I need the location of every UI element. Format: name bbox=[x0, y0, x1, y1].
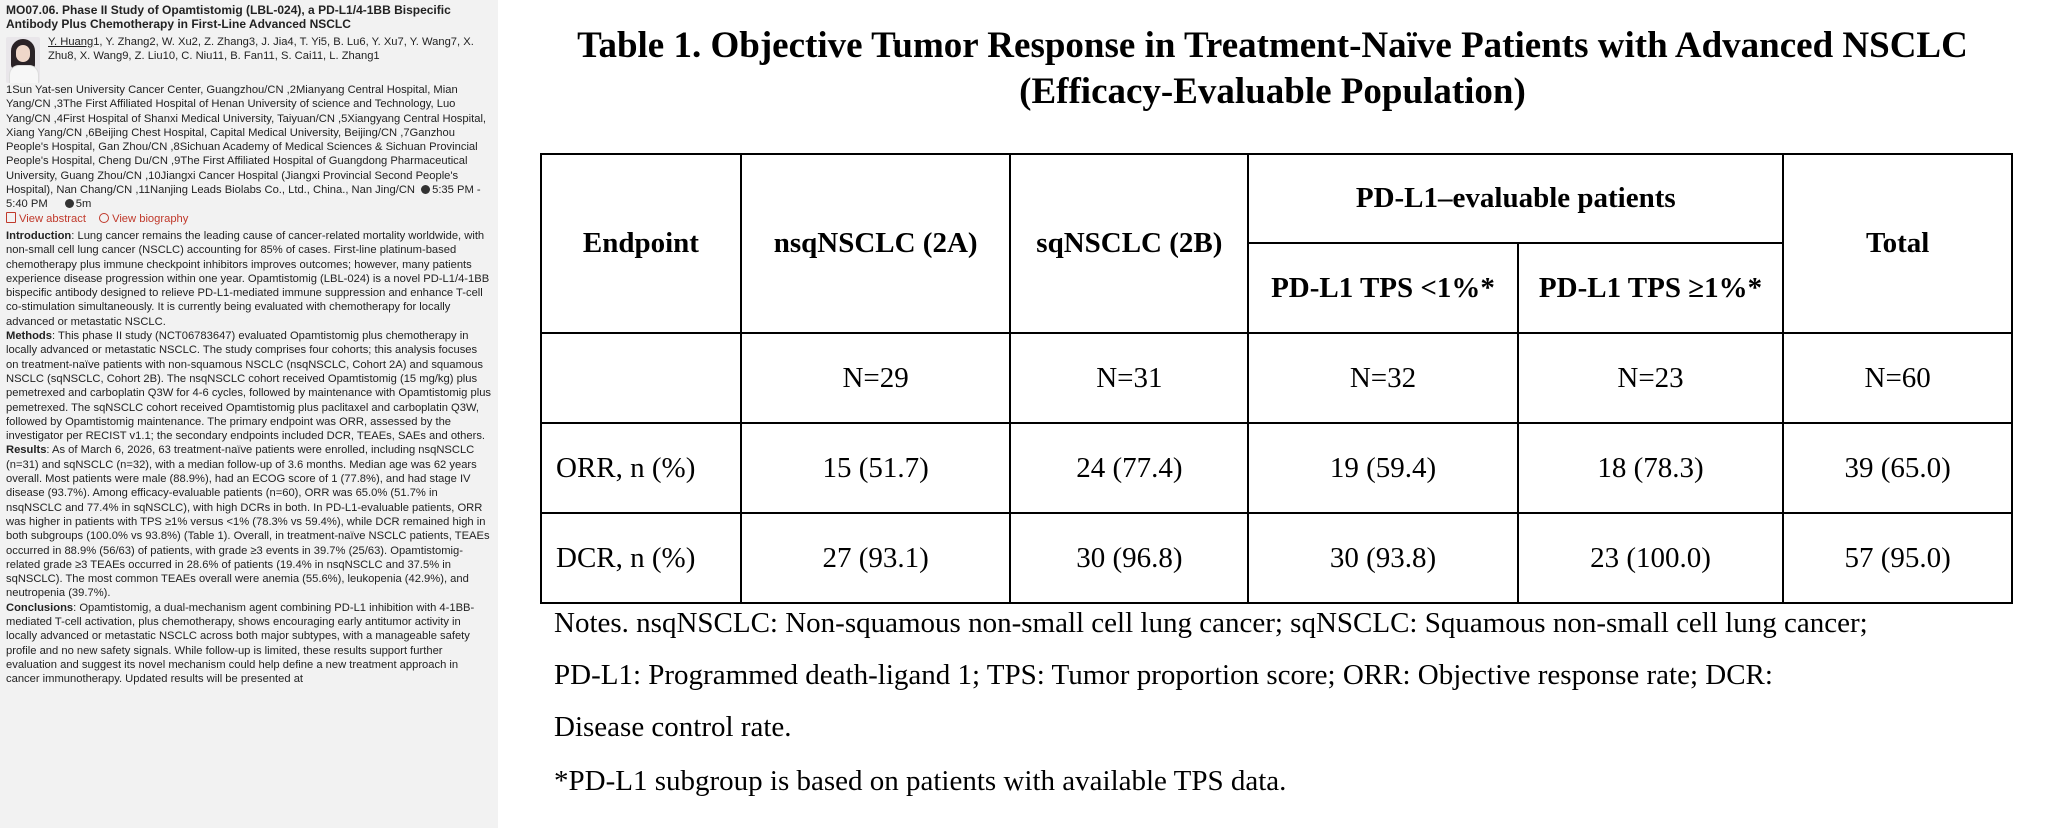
section-label: Methods bbox=[6, 330, 52, 343]
table-note-line4: *PD-L1 subgroup is based on patients wit… bbox=[554, 765, 1287, 797]
response-table: Endpoint nsqNSCLC (2A) sqNSCLC (2B) PD-L… bbox=[540, 153, 2013, 604]
table-note-line2: PD-L1: Programmed death-ligand 1; TPS: T… bbox=[554, 659, 1773, 691]
header-endpoint: Endpoint bbox=[540, 153, 742, 334]
table-cell: 30 (96.8) bbox=[1009, 512, 1250, 604]
header-sqnsclc: sqNSCLC (2B) bbox=[1009, 153, 1250, 334]
n-cell bbox=[540, 332, 742, 424]
view-abstract-link[interactable]: View abstract bbox=[6, 211, 86, 225]
dcr-row: DCR, n (%) 27 (93.1) 30 (96.8) 30 (93.8)… bbox=[540, 512, 2013, 604]
view-biography-label: View biography bbox=[112, 212, 189, 225]
n-cell: N=32 bbox=[1247, 332, 1519, 424]
row-label: ORR, n (%) bbox=[540, 422, 742, 514]
table-title-line1: Table 1. Objective Tumor Response in Tre… bbox=[577, 25, 1968, 66]
n-cell: N=60 bbox=[1782, 332, 2013, 424]
n-cell: N=29 bbox=[739, 332, 1012, 424]
table-note-line3: Disease control rate. bbox=[554, 711, 792, 743]
table-note-line1: Notes. nsqNSCLC: Non-squamous non-small … bbox=[554, 607, 1868, 639]
n-row: N=29 N=31 N=32 N=23 N=60 bbox=[540, 332, 2013, 424]
header-nsqnsclc: nsqNSCLC (2A) bbox=[739, 153, 1012, 334]
table-cell: 24 (77.4) bbox=[1009, 422, 1250, 514]
table-cell: 15 (51.7) bbox=[739, 422, 1012, 514]
section-text: : As of March 6, 2026, 63 treatment-naïv… bbox=[6, 444, 490, 600]
orr-row: ORR, n (%) 15 (51.7) 24 (77.4) 19 (59.4)… bbox=[540, 422, 2013, 514]
subheader-row: PD-L1 TPS <1%* PD-L1 TPS ≥1%* bbox=[541, 242, 2012, 334]
section-results: Results: As of March 6, 2026, 63 treatme… bbox=[6, 443, 492, 600]
presenter-link[interactable]: Y. Huang bbox=[48, 36, 94, 48]
abstract-title: MO07.06. Phase II Study of Opamtistomig … bbox=[6, 3, 451, 31]
header-pdl1-group: PD-L1–evaluable patients bbox=[1247, 153, 1785, 244]
table-cell: 18 (78.3) bbox=[1516, 422, 1785, 514]
table-cell: 19 (59.4) bbox=[1247, 422, 1519, 514]
affiliations: 1Sun Yat-sen University Cancer Center, G… bbox=[6, 83, 492, 212]
view-biography-link[interactable]: View biography bbox=[89, 212, 189, 225]
section-label: Introduction bbox=[6, 229, 72, 242]
section-methods: Methods: This phase II study (NCT0678364… bbox=[6, 329, 492, 443]
section-text: : Lung cancer remains the leading cause … bbox=[6, 229, 490, 328]
table-cell: 57 (95.0) bbox=[1782, 512, 2013, 604]
timer-icon bbox=[64, 199, 74, 209]
row-label: DCR, n (%) bbox=[540, 512, 742, 604]
n-cell: N=23 bbox=[1516, 332, 1785, 424]
section-label: Conclusions bbox=[6, 601, 74, 614]
abstract-panel: MO07.06. Phase II Study of Opamtistomig … bbox=[0, 0, 498, 828]
view-abstract-label: View abstract bbox=[19, 212, 86, 225]
section-label: Results bbox=[6, 444, 47, 457]
header-total: Total bbox=[1782, 153, 2013, 334]
table-title-line2: (Efficacy-Evaluable Population) bbox=[1019, 71, 1526, 112]
header-row: Endpoint nsqNSCLC (2A) sqNSCLC (2B) PD-L… bbox=[540, 153, 2013, 334]
authors-rest: 1, Y. Zhang2, W. Xu2, Z. Zhang3, J. Jia4… bbox=[48, 36, 474, 63]
section-conclusions: Conclusions: Opamtistomig, a dual-mechan… bbox=[6, 601, 492, 687]
header-tps-lt1: PD-L1 TPS <1%* bbox=[1247, 242, 1519, 334]
presenter-avatar bbox=[6, 37, 40, 83]
table-cell: 39 (65.0) bbox=[1782, 422, 2013, 514]
clock-icon bbox=[421, 185, 431, 195]
table-cell: 23 (100.0) bbox=[1516, 512, 1785, 604]
header-tps-ge1: PD-L1 TPS ≥1%* bbox=[1516, 242, 1785, 334]
affiliations-text: 1Sun Yat-sen University Cancer Center, G… bbox=[6, 84, 487, 197]
document-icon bbox=[6, 211, 16, 223]
table-cell: 30 (93.8) bbox=[1247, 512, 1519, 604]
n-cell: N=31 bbox=[1009, 332, 1250, 424]
table-cell: 27 (93.1) bbox=[739, 512, 1012, 604]
section-introduction: Introduction: Lung cancer remains the le… bbox=[6, 229, 492, 329]
table-panel: Table 1. Objective Tumor Response in Tre… bbox=[498, 0, 2047, 828]
section-text: : Opamtistomig, a dual-mechanism agent c… bbox=[6, 601, 475, 686]
section-text: : This phase II study (NCT06783647) eval… bbox=[6, 330, 492, 443]
session-duration: 5m bbox=[75, 198, 92, 211]
abstract-links: View abstract View biography bbox=[6, 211, 498, 226]
author-block: Y. Huang1, Y. Zhang2, W. Xu2, Z. Zhang3,… bbox=[6, 35, 498, 83]
person-icon bbox=[99, 212, 110, 223]
author-list: Y. Huang1, Y. Zhang2, W. Xu2, Z. Zhang3,… bbox=[48, 35, 498, 83]
session-time: 5:35 PM - 5:40 PM bbox=[6, 184, 481, 211]
